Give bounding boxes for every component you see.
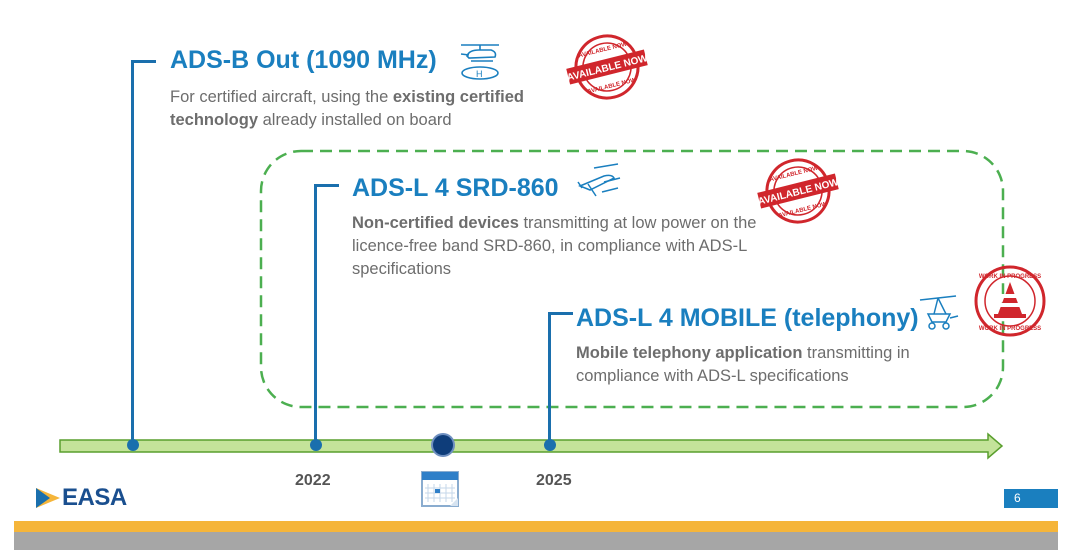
timeline-dot-mobile [544, 439, 556, 451]
page-number-box: 6 [1004, 489, 1058, 508]
connector-srd-vertical [314, 184, 317, 444]
timeline-dot-srd [310, 439, 322, 451]
connector-mobile-vertical [548, 312, 551, 444]
calendar-icon [421, 471, 459, 507]
page-number: 6 [1014, 491, 1021, 505]
timeline-arrow [59, 432, 1004, 460]
easa-logo-text: EASA [62, 484, 127, 511]
year-label-2022: 2022 [295, 472, 331, 489]
ads-b-description: For certified aircraft, using the existi… [170, 88, 524, 129]
easa-logo: EASA [36, 484, 127, 512]
work-in-progress-stamp: WORK IN PROGRESS WORK IN PROGRESS [974, 265, 1046, 337]
svg-text:WORK IN PROGRESS: WORK IN PROGRESS [979, 326, 1041, 332]
ultralight-icon [919, 295, 959, 330]
helicopter-icon: H [460, 44, 499, 80]
light-aircraft-icon [577, 163, 621, 197]
available-now-stamp-2: AVAILABLE NOW AVAILABLE NOW AVAILABLE NO… [757, 158, 840, 224]
connector-ads-b-horizontal [131, 60, 156, 63]
svg-text:WORK IN PROGRESS: WORK IN PROGRESS [979, 274, 1041, 280]
svg-text:H: H [476, 69, 483, 79]
ads-l-mobile-title: ADS-L 4 MOBILE (telephony) [576, 304, 919, 332]
ads-l-srd-description: Non-certified devices transmitting at lo… [352, 214, 757, 278]
available-now-stamp: AVAILABLE NOW AVAILABLE NOW AVAILABLE NO… [566, 34, 649, 100]
easa-logo-mark [36, 488, 60, 508]
ads-b-title: ADS-B Out (1090 MHz) [170, 46, 437, 74]
connector-mobile-horizontal [548, 312, 573, 315]
footer-gray-bar [14, 532, 1058, 550]
today-marker [433, 435, 453, 455]
footer-orange-bar [14, 521, 1058, 532]
ads-l-srd-title: ADS-L 4 SRD-860 [352, 174, 559, 202]
timeline-dot-ads-b [127, 439, 139, 451]
group-box [259, 149, 1005, 409]
year-label-2025: 2025 [536, 472, 572, 489]
ads-l-mobile-description: Mobile telephony application transmittin… [576, 344, 910, 385]
connector-srd-horizontal [314, 184, 339, 187]
connector-ads-b-vertical [131, 60, 134, 444]
